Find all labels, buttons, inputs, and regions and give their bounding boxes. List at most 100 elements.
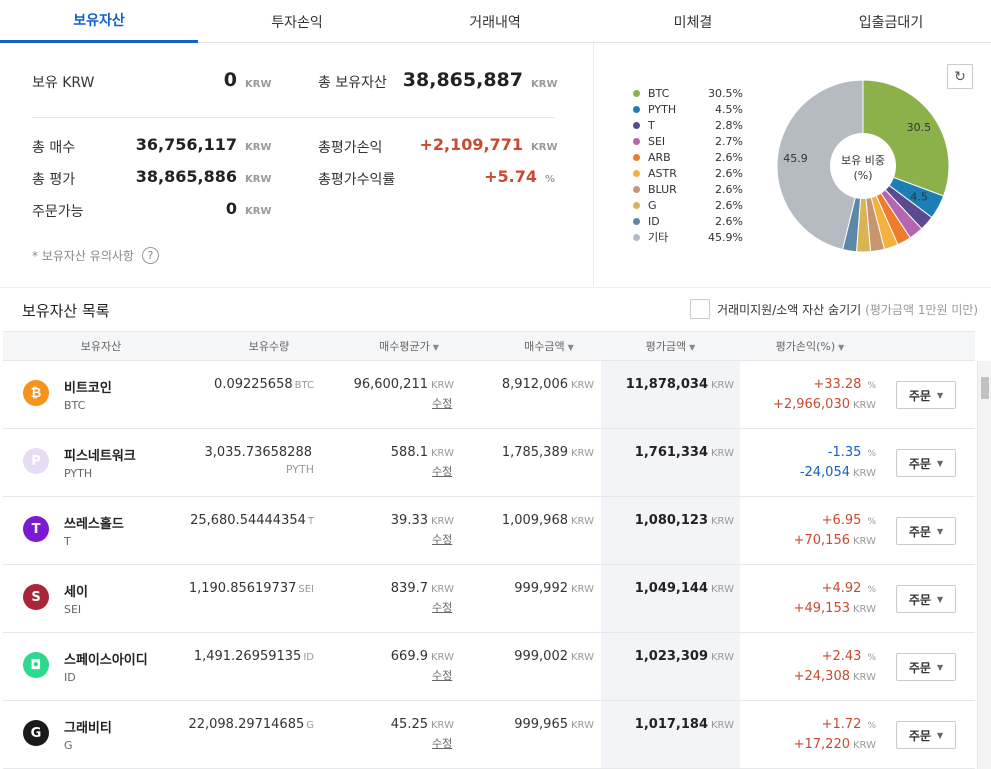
legend-swatch [633,217,640,225]
order-button[interactable]: 주문 ▼ [896,517,956,545]
table-row[interactable]: ◘ 스페이스아이디 ID 1,491.26959135 ID 669.9 KRW 수정 999,… [3,633,975,701]
col-buy-amount[interactable]: 매수금액 ▼ [524,340,574,353]
buy-amount: 8,912,006 KRW [501,377,594,392]
chevron-down-icon: ▼ [936,594,944,604]
order-button[interactable]: 주문 ▼ [896,721,956,749]
table-row[interactable]: T 쓰레스홀드 T 25,680.54444354 T 39.33 KRW 수정 1,009,9… [3,497,975,565]
eval-amount: 1,023,309 KRW [634,649,734,664]
tab-history[interactable]: 거래내역 [469,14,521,31]
legend-name: BLUR [648,182,677,196]
scrollbar[interactable] [977,361,991,769]
table-row[interactable]: ₿ 비트코인 BTC 0.09225658 BTC 96,600,211 KRW 수정 8,91… [3,361,975,429]
hide-small-assets-toggle[interactable]: 거래미지원/소액 자산 숨기기 (평가금액 1만원 미만) [690,299,978,319]
refresh-icon[interactable]: ↻ [947,64,973,89]
threshold-icon: T [23,516,49,542]
legend-name: SEI [648,134,666,148]
tab-profit-loss[interactable]: 투자손익 [271,14,323,31]
notice-text: * 보유자산 유의사항 [32,249,134,263]
profit-loss-rate: -1.35% [827,445,876,460]
order-button[interactable]: 주문 ▼ [896,585,956,613]
buy-amount: 999,992 KRW [514,581,594,596]
profit-loss-amount: +2,966,030 KRW [772,397,876,412]
legend-item: G 2.6% [633,197,743,213]
legend-name: BTC [648,86,670,100]
col-avg-price[interactable]: 매수평균가 ▼ [379,340,439,353]
legend-swatch [633,185,640,193]
legend-swatch [633,169,640,177]
legend-name: 기타 [648,231,669,244]
total-assets-label: 총 보유자산 [318,75,387,91]
legend-item: PYTH 4.5% [633,101,743,117]
avg-buy-price: 669.9 KRW [390,649,454,664]
col-quantity: 보유수량 [248,340,290,353]
edit-avg-price-link[interactable]: 수정 [432,601,453,614]
total-eval-label: 총 평가 [32,172,76,188]
order-button[interactable]: 주문 ▼ [896,653,956,681]
tab-holdings[interactable]: 보유자산 [0,0,198,43]
eval-amount: 1,761,334 KRW [634,445,734,460]
profit-loss-amount: +49,153 KRW [793,601,876,616]
buy-amount: 999,965 KRW [514,717,594,732]
edit-avg-price-link[interactable]: 수정 [432,669,453,682]
order-button[interactable]: 주문 ▼ [896,449,956,477]
legend-item: ASTR 2.6% [633,165,743,181]
tab-open-orders[interactable]: 미체결 [673,14,713,31]
holdings-ratio-panel: BTC 30.5% PYTH 4.5% T 2.8% SEI 2.7% ARB 2.6% ASTR 2… [595,43,991,288]
edit-avg-price-link[interactable]: 수정 [432,465,453,478]
coin-name[interactable]: 피스네트워크 [64,449,136,464]
order-button[interactable]: 주문 ▼ [896,381,956,409]
col-asset: 보유자산 [80,340,122,353]
hide-small-assets-label: 거래미지원/소액 자산 숨기기 [717,302,862,317]
avg-buy-price: 45.25 KRW [390,717,454,732]
total-pl-unit: KRW [531,142,558,153]
question-icon[interactable]: ? [141,247,159,264]
chevron-down-icon: ▼ [936,390,944,400]
legend-name: ARB [648,150,671,164]
profit-loss-rate: +6.95% [821,513,876,528]
sei-icon: S [23,584,49,610]
gravity-icon: G [23,720,49,746]
coin-name[interactable]: 비트코인 [64,381,112,396]
legend-item: BTC 30.5% [633,85,743,101]
legend-swatch [633,153,640,161]
legend-percent: 2.7% [715,134,743,148]
pie-center-unit: (%) [853,169,872,182]
col-eval-amount[interactable]: 평가금액 ▼ [645,340,696,353]
available-label: 주문가능 [32,204,84,220]
coin-name[interactable]: 쓰레스홀드 [64,517,124,532]
total-buy-label: 총 매수 [32,140,76,156]
pie-center-label: 보유 비중 [841,154,885,167]
avg-buy-price: 588.1 KRW [390,445,454,460]
chevron-down-icon: ▼ [936,526,944,536]
profit-loss-amount: +17,220 KRW [793,737,876,752]
legend-name: ID [648,214,660,228]
legend-percent: 45.9% [708,230,743,244]
legend-swatch [633,105,640,113]
legend-name: T [648,118,655,132]
total-buy-unit: KRW [245,142,272,153]
legend-item: ARB 2.6% [633,149,743,165]
legend-percent: 30.5% [708,86,743,100]
coin-name[interactable]: 세이 [64,585,88,600]
coin-name[interactable]: 그래비티 [64,721,112,736]
table-row[interactable]: G 그래비티 G 22,098.29714685 G 45.25 KRW 수정 999,965 K… [3,701,975,769]
coin-quantity: 25,680.54444354 T [190,513,314,528]
col-profit-loss[interactable]: 평가손익(%) ▼ [775,340,845,353]
table-row[interactable]: P 피스네트워크 PYTH 3,035.73658288 PYTH 588.1 KRW 수정 1… [3,429,975,497]
avg-buy-price: 839.7 KRW [390,581,454,596]
tab-deposit-pending[interactable]: 입출금대기 [858,14,924,31]
profit-loss-amount: +24,308 KRW [793,669,876,684]
chevron-down-icon: ▼ [936,662,944,672]
edit-avg-price-link[interactable]: 수정 [432,397,453,410]
legend-item: SEI 2.7% [633,133,743,149]
hide-small-assets-checkbox[interactable] [690,299,710,319]
holdings-notice[interactable]: * 보유자산 유의사항 ? [32,247,159,264]
table-row[interactable]: S 세이 SEI 1,190.85619737 SEI 839.7 KRW 수정 999,992… [3,565,975,633]
asset-tabs: 보유자산 투자손익 거래내역 미체결 입출금대기 [0,0,991,43]
edit-avg-price-link[interactable]: 수정 [432,533,453,546]
coin-symbol: G [64,739,73,752]
coin-name[interactable]: 스페이스아이디 [64,653,148,668]
pie-legend: BTC 30.5% PYTH 4.5% T 2.8% SEI 2.7% ARB 2.6% ASTR 2… [633,85,743,245]
scrollbar-thumb[interactable] [981,377,989,399]
edit-avg-price-link[interactable]: 수정 [432,737,453,750]
